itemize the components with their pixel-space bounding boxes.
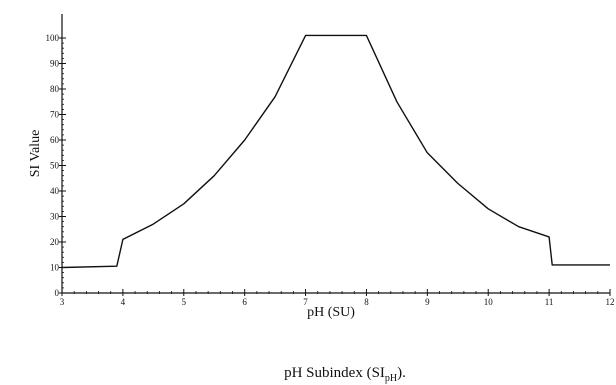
- y-tick-label: 10: [50, 263, 60, 273]
- y-tick-label: 80: [50, 84, 60, 94]
- axes: [61, 14, 610, 294]
- x-tick-label: 7: [303, 297, 308, 307]
- x-axis-title: pH (SU): [307, 305, 355, 320]
- y-tick-label: 100: [46, 33, 60, 43]
- x-tick-label: 4: [121, 297, 126, 307]
- y-axis-title: SI Value: [28, 130, 43, 178]
- y-tick-label: 50: [50, 161, 60, 171]
- caption-suffix: ).: [397, 365, 406, 381]
- x-tick-label: 9: [425, 297, 430, 307]
- series-group: [61, 34, 610, 269]
- x-tick-label: 11: [545, 297, 554, 307]
- y-tick-label: 60: [50, 135, 60, 145]
- x-tick-label: 6: [242, 297, 247, 307]
- x-ticks: 3 4 5 6 7 8 9 10 11 12: [60, 289, 615, 307]
- y-tick-label: 90: [50, 59, 60, 69]
- x-tick-label: 12: [606, 297, 615, 307]
- y-ticks: 0 10 20 30 40 50 60 70 80 90 100: [46, 33, 66, 298]
- y-tick-label: 30: [50, 212, 60, 222]
- caption-text: pH Subindex (SI: [284, 365, 385, 381]
- series-line: [61, 34, 610, 269]
- y-tick-label: 70: [50, 110, 60, 120]
- x-tick-label: 3: [60, 297, 65, 307]
- x-tick-label: 8: [364, 297, 369, 307]
- y-tick-label: 40: [50, 186, 60, 196]
- x-tick-label: 5: [182, 297, 187, 307]
- x-tick-label: 10: [484, 297, 494, 307]
- caption-subscript: pH: [385, 373, 397, 384]
- y-tick-label: 0: [55, 288, 60, 298]
- y-tick-label: 20: [50, 237, 60, 247]
- figure-caption: pH Subindex (SIpH).: [284, 365, 406, 384]
